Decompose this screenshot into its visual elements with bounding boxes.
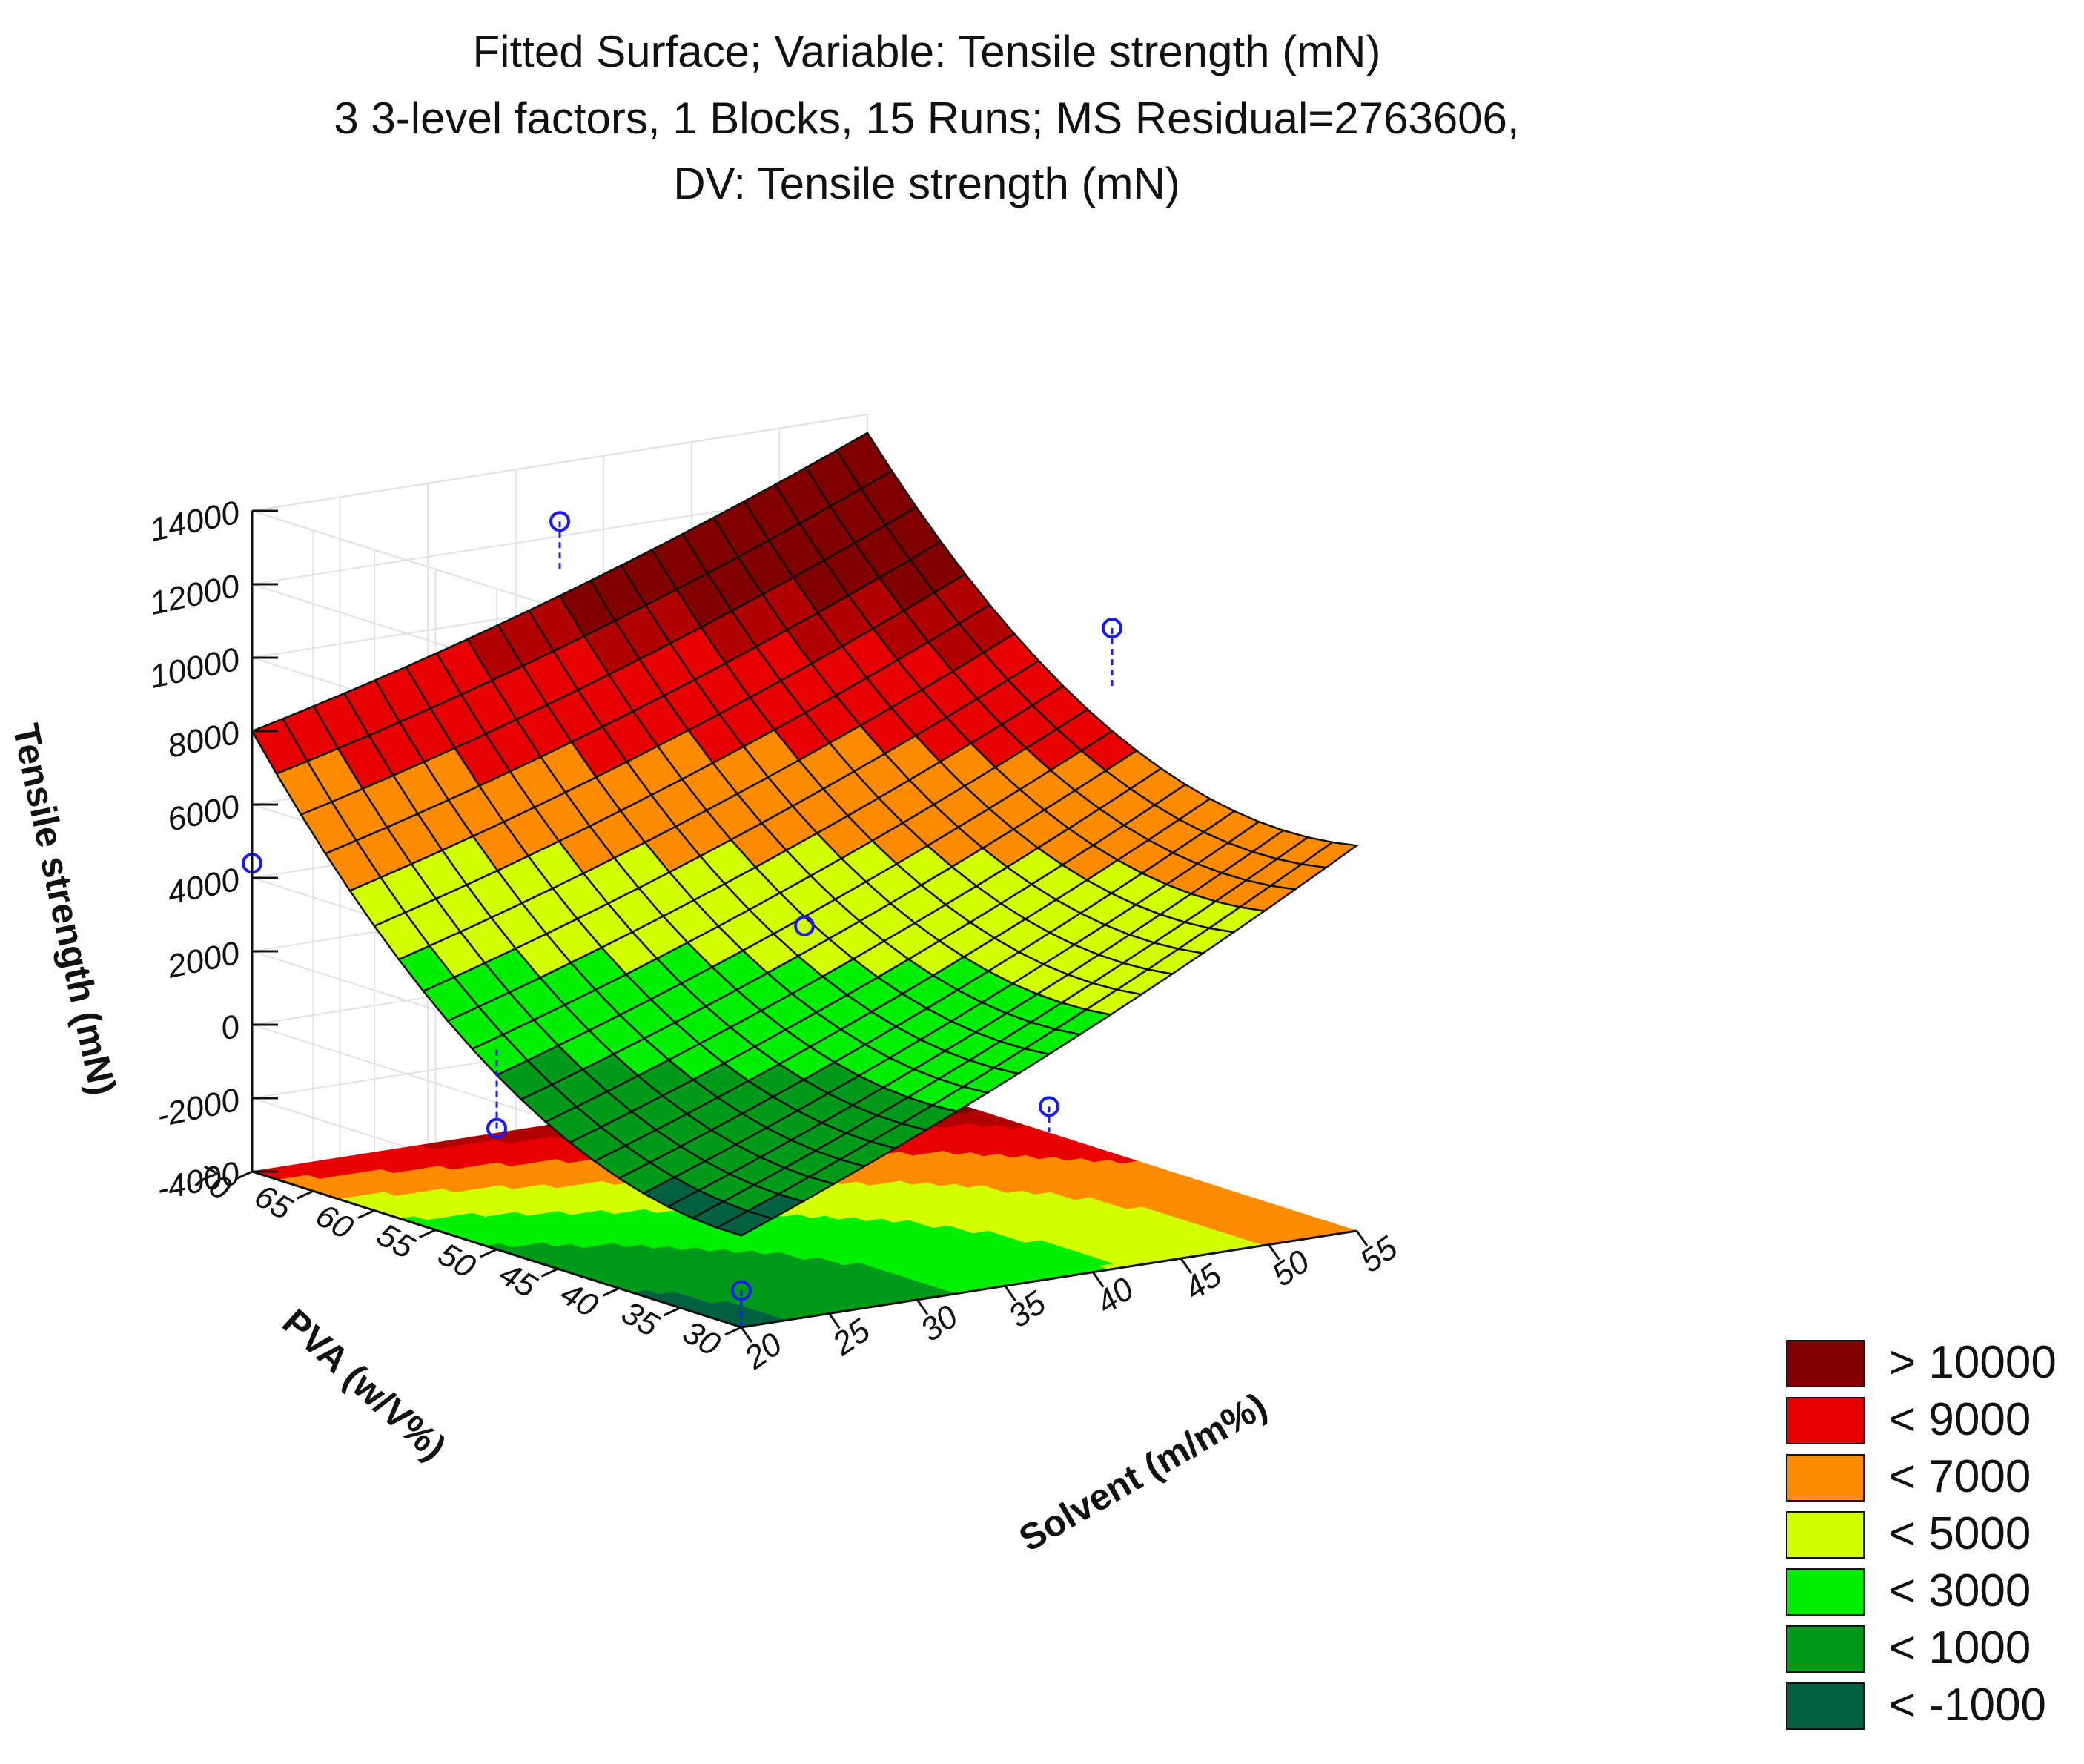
pva-tick-mark xyxy=(480,1248,497,1258)
z-tick-label: -2000 xyxy=(153,1081,243,1134)
legend-swatch xyxy=(1786,1511,1865,1559)
legend-label: < 1000 xyxy=(1889,1622,2031,1674)
z-tick-label: 12000 xyxy=(147,567,243,621)
solvent-tick-mark xyxy=(1092,1271,1105,1288)
z-tick-label: 14000 xyxy=(147,494,243,548)
legend-swatch xyxy=(1786,1454,1865,1502)
legend-swatch xyxy=(1786,1340,1865,1387)
z-axis-label: Tensile strength (mN) xyxy=(4,720,124,1099)
observed-point xyxy=(486,1117,507,1139)
solvent-tick-mark xyxy=(1180,1258,1193,1275)
solvent-axis-line xyxy=(741,1229,1357,1329)
pva-axis-label: PVA (w/V%) xyxy=(274,1301,454,1469)
legend-swatch xyxy=(1786,1625,1865,1673)
pva-tick-mark xyxy=(235,1170,253,1180)
legend-label: < 7000 xyxy=(1889,1451,2031,1502)
observed-point xyxy=(1039,1096,1059,1117)
z-tick-label: 10000 xyxy=(147,641,243,695)
legend: > 10000 < 9000 < 7000 < 5000 < 3000 < 1000< -… xyxy=(1786,1337,2057,1731)
legend-swatch xyxy=(1786,1568,1865,1616)
title-line-1: Fitted Surface; Variable: Tensile streng… xyxy=(473,27,1381,76)
legend-label: < -1000 xyxy=(1889,1679,2046,1731)
solvent-tick-mark xyxy=(740,1327,753,1343)
observed-point xyxy=(1102,618,1122,639)
legend-label: < 9000 xyxy=(1889,1394,2031,1445)
pva-tick-mark xyxy=(724,1326,742,1336)
z-tick-label: 4000 xyxy=(164,861,242,911)
solvent-tick-mark xyxy=(1268,1243,1280,1261)
pva-tick-mark xyxy=(357,1209,375,1219)
fitted-surface xyxy=(251,432,1360,1237)
solvent-tick-mark xyxy=(1004,1285,1016,1302)
solvent-tick-mark xyxy=(828,1312,841,1329)
title-line-2: 3 3-level factors, 1 Blocks, 15 Runs; MS… xyxy=(334,93,1519,143)
pva-tick-mark xyxy=(540,1267,559,1278)
legend-label: < 5000 xyxy=(1889,1508,2031,1559)
observed-point xyxy=(549,511,570,532)
surface-cell xyxy=(714,1209,775,1237)
legend-label: < 3000 xyxy=(1889,1565,2031,1616)
pva-tick-mark xyxy=(663,1307,681,1317)
z-tick-label: 0 xyxy=(217,1008,243,1047)
z-tick-label: 2000 xyxy=(163,934,242,985)
z-tick-label: 6000 xyxy=(164,787,242,838)
legend-label: > 10000 xyxy=(1889,1337,2057,1388)
solvent-tick-mark xyxy=(916,1298,929,1315)
pva-tick-mark xyxy=(296,1189,314,1200)
title-line-3: DV: Tensile strength (mN) xyxy=(673,159,1180,208)
chart-title: Fitted Surface; Variable: Tensile streng… xyxy=(334,27,1519,208)
pva-tick-mark xyxy=(418,1229,437,1239)
solvent-axis-label: Solvent (m/m%) xyxy=(1012,1384,1274,1559)
legend-swatch xyxy=(1786,1682,1865,1730)
observed-point xyxy=(794,915,815,936)
solvent-tick-mark xyxy=(1355,1230,1369,1246)
z-tick-label: 8000 xyxy=(164,714,242,764)
legend-swatch xyxy=(1786,1397,1865,1444)
observed-point xyxy=(731,1280,752,1301)
pva-tick-mark xyxy=(602,1287,620,1297)
